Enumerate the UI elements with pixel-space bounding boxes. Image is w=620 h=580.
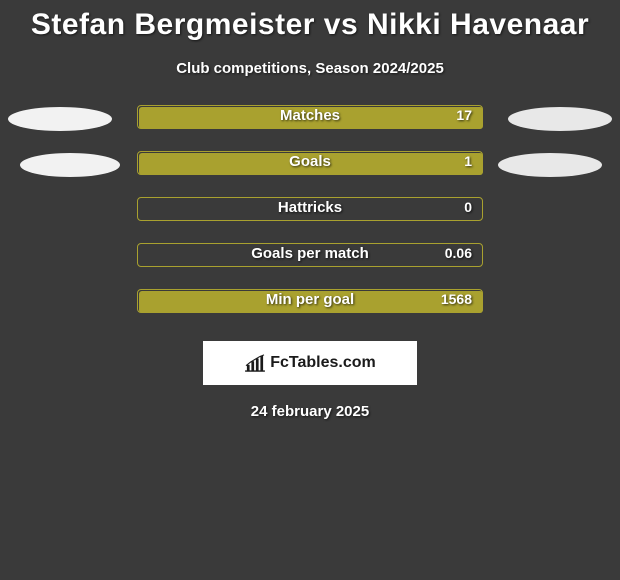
stat-row-hattricks: Hattricks 0 <box>0 197 620 243</box>
subtitle: Club competitions, Season 2024/2025 <box>0 60 620 77</box>
stat-row-min-per-goal: Min per goal 1568 <box>0 289 620 335</box>
logo: FcTables.com <box>244 354 376 372</box>
player-left-marker <box>8 107 112 131</box>
stat-label: Goals <box>289 153 331 170</box>
player-left-marker <box>20 153 120 177</box>
stat-value: 1568 <box>441 291 472 307</box>
stat-label: Hattricks <box>278 199 342 216</box>
bar-chart-icon <box>244 354 266 372</box>
comparison-infographic: Stefan Bergmeister vs Nikki Havenaar Clu… <box>0 0 620 420</box>
chart-area: Matches 17 Goals 1 Hattricks 0 Goals per <box>0 105 620 335</box>
player-right-marker <box>508 107 612 131</box>
logo-text: FcTables.com <box>270 354 376 372</box>
stat-value: 1 <box>464 153 472 169</box>
stat-label: Min per goal <box>266 291 354 308</box>
stat-row-goals-per-match: Goals per match 0.06 <box>0 243 620 289</box>
stat-value: 0 <box>464 199 472 215</box>
date-text: 24 february 2025 <box>0 403 620 420</box>
stat-row-goals: Goals 1 <box>0 151 620 197</box>
page-title: Stefan Bergmeister vs Nikki Havenaar <box>0 0 620 42</box>
stat-label: Matches <box>280 107 340 124</box>
stat-label: Goals per match <box>251 245 369 262</box>
stat-value: 17 <box>456 107 472 123</box>
player-right-marker <box>498 153 602 177</box>
stat-row-matches: Matches 17 <box>0 105 620 151</box>
stat-value: 0.06 <box>445 245 472 261</box>
logo-box: FcTables.com <box>203 341 417 385</box>
